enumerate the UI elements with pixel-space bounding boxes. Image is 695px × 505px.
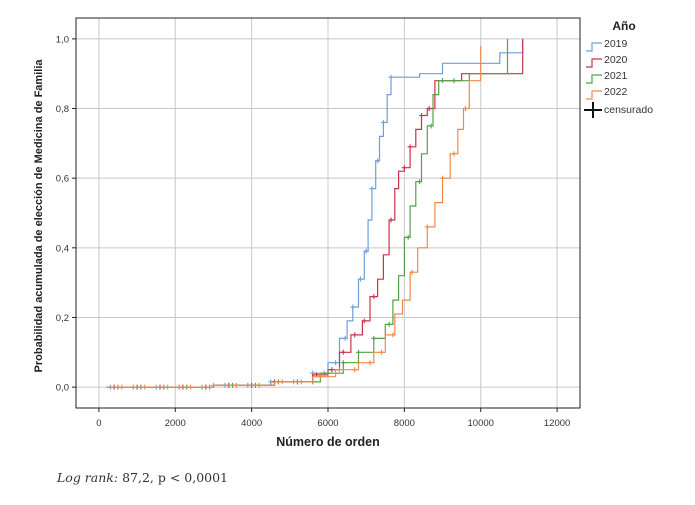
censor-mark-2020-17 xyxy=(407,144,413,150)
censor-mark-2020-10 xyxy=(329,367,335,373)
legend-label-2022: 2022 xyxy=(604,86,628,98)
censor-mark-2022-5 xyxy=(233,382,239,388)
legend-label-2019: 2019 xyxy=(604,38,628,50)
censor-mark-2022-16 xyxy=(424,224,430,230)
censor-mark-2022-15 xyxy=(409,269,415,275)
censor-mark-2019-19 xyxy=(388,74,394,80)
y-tick-label-0: 0,0 xyxy=(56,383,69,394)
censor-mark-2022-10 xyxy=(336,367,342,373)
legend-label-2020: 2020 xyxy=(604,54,628,66)
censor-mark-2019-15 xyxy=(363,248,369,254)
legend-swatch-2020 xyxy=(586,58,602,68)
log-rank-footnote: Log rank: 87,2, p < 0,0001 xyxy=(57,470,228,485)
series-line-2020 xyxy=(106,38,524,388)
legend: Año 2019 2020 2021 2022 censurado xyxy=(584,19,653,118)
censor-mark-2021-12 xyxy=(356,349,362,355)
censor-mark-2020-14 xyxy=(371,294,377,300)
x-tick-label-3: 6000 xyxy=(317,418,338,429)
legend-swatch-2021 xyxy=(586,74,602,84)
censor-mark-2020-18 xyxy=(419,113,425,118)
x-tick-label-2: 4000 xyxy=(241,418,262,429)
censor-mark-2019-16 xyxy=(369,186,375,192)
series-line-2019 xyxy=(106,38,524,388)
y-tick-label-2: 0,4 xyxy=(56,243,69,254)
censor-mark-2019-13 xyxy=(350,304,356,310)
censor-mark-2021-11 xyxy=(340,360,346,366)
legend-swatch-2019 xyxy=(586,42,602,52)
censor-mark-2021-19 xyxy=(451,78,457,84)
censor-mark-2022-7 xyxy=(279,379,285,385)
censor-mark-2022-13 xyxy=(378,349,384,355)
censor-mark-2022-12 xyxy=(367,360,373,366)
censor-mark-2020-12 xyxy=(352,332,358,338)
x-axis-label: Número de orden xyxy=(276,435,380,449)
censor-mark-2021-13 xyxy=(371,335,377,341)
legend-censor-label: censurado xyxy=(604,104,653,116)
x-tick-label-5: 10000 xyxy=(468,418,494,429)
censor-mark-2021-18 xyxy=(440,78,446,84)
censor-mark-2019-12 xyxy=(342,335,348,341)
x-axis-ticks: 0 2000 4000 6000 8000 10000 12000 xyxy=(96,408,570,429)
censor-mark-2020-19 xyxy=(426,106,432,112)
legend-label-2021: 2021 xyxy=(604,70,628,82)
censor-mark-2019-18 xyxy=(380,119,386,125)
censor-mark-2019-11 xyxy=(333,360,339,366)
x-tick-label-0: 0 xyxy=(96,418,101,429)
censor-mark-2022-19 xyxy=(462,106,468,112)
legend-title: Año xyxy=(612,19,635,33)
series-line-2022 xyxy=(106,45,482,388)
legend-swatch-2022 xyxy=(586,90,602,100)
censor-mark-2021-17 xyxy=(428,123,434,129)
censor-mark-2021-14 xyxy=(386,321,392,327)
grid xyxy=(76,18,580,408)
censor-mark-2022-2 xyxy=(165,384,171,390)
x-tick-label-4: 8000 xyxy=(394,418,415,429)
x-tick-label-1: 2000 xyxy=(165,418,186,429)
series-layer xyxy=(106,38,524,390)
censor-mark-2022-6 xyxy=(256,382,262,388)
x-tick-label-6: 12000 xyxy=(544,418,570,429)
y-tick-label-1: 0,2 xyxy=(56,313,69,324)
censor-mark-2022-17 xyxy=(440,175,446,181)
series-line-2021 xyxy=(106,38,509,388)
y-tick-label-5: 1,0 xyxy=(56,34,69,45)
y-axis-label: Probabilidad acumulada de elección de Me… xyxy=(33,59,45,373)
censor-mark-2019-14 xyxy=(357,276,363,282)
censor-mark-2022-18 xyxy=(451,151,457,157)
censor-mark-2022-14 xyxy=(390,332,396,338)
censor-mark-2020-11 xyxy=(340,349,346,355)
censor-mark-2021-16 xyxy=(417,179,423,185)
y-tick-label-3: 0,6 xyxy=(56,174,69,185)
censor-mark-2022-11 xyxy=(352,367,358,373)
log-rank-value: 87,2, p < 0,0001 xyxy=(122,470,229,485)
censor-mark-2022-8 xyxy=(298,379,304,385)
censor-mark-2022-0 xyxy=(119,384,125,390)
censor-mark-2019-17 xyxy=(375,158,381,164)
legend-censor-marker xyxy=(584,102,602,118)
y-axis-ticks: 0,0 0,2 0,4 0,6 0,8 1,0 xyxy=(56,34,76,394)
censor-mark-2020-13 xyxy=(361,318,367,324)
y-tick-label-4: 0,8 xyxy=(56,104,69,115)
censor-mark-2022-4 xyxy=(210,382,216,388)
censor-mark-2021-15 xyxy=(405,234,411,240)
log-rank-label: Log rank: xyxy=(57,470,119,485)
censor-mark-2022-3 xyxy=(188,384,194,390)
censor-mark-2020-15 xyxy=(388,217,394,223)
censor-mark-2020-16 xyxy=(401,165,407,171)
censor-mark-2022-9 xyxy=(317,374,323,380)
censor-mark-2022-1 xyxy=(142,384,148,390)
censor-mark-2021-10 xyxy=(325,370,331,376)
